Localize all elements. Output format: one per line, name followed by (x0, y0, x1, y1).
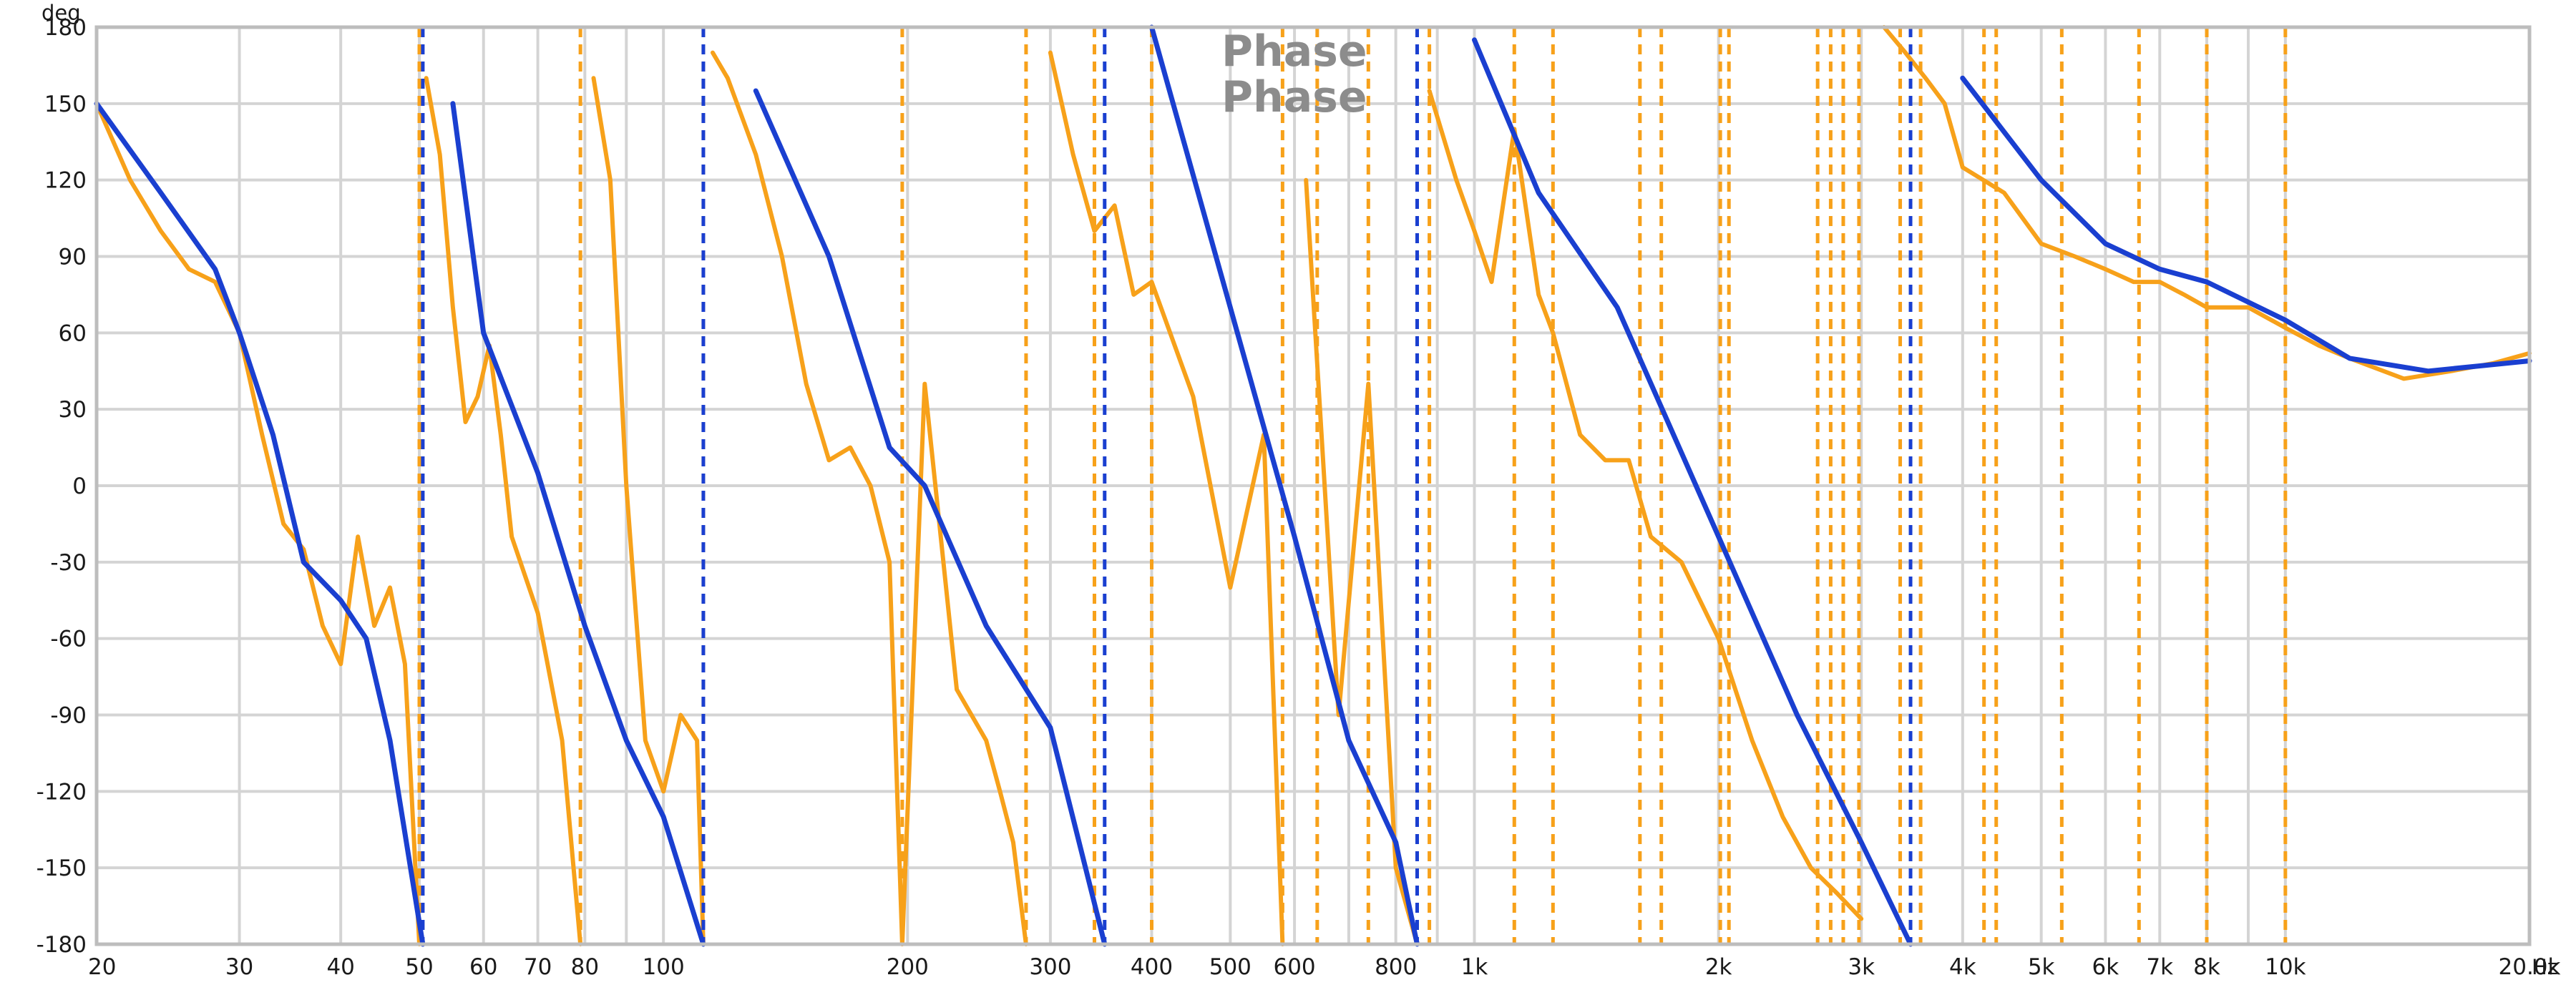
x-tick-label: 800 (1375, 954, 1417, 980)
y-tick-label: -180 (36, 932, 87, 958)
plot-title-repeat: Phase (1221, 72, 1367, 122)
x-tick-label: 10k (2265, 954, 2306, 980)
y-tick-label: 150 (44, 92, 87, 117)
x-tick-label: 80 (571, 954, 599, 980)
x-tick-label: 2k (1705, 954, 1732, 980)
y-tick-label: 30 (59, 397, 87, 423)
y-tick-label: -150 (36, 856, 87, 881)
y-tick-label: 60 (59, 320, 87, 346)
y-tick-labels: 180 150 120 90 60 30 0 -30 -60 -90 -120 -150 -180 (36, 15, 87, 958)
plot-title: Phase (1221, 26, 1367, 77)
x-tick-label: 500 (1209, 954, 1252, 980)
y-tick-label: 90 (59, 245, 87, 270)
x-tick-label: 5k (2028, 954, 2055, 980)
x-tick-label: 70 (524, 954, 552, 980)
y-axis-unit: deg (42, 1, 81, 25)
x-tick-label: 400 (1131, 954, 1173, 980)
x-tick-label: 30 (225, 954, 253, 980)
grid (97, 26, 2529, 946)
x-tick-label: 600 (1273, 954, 1315, 980)
x-tick-label: 300 (1029, 954, 1071, 980)
plot-frame (94, 25, 2532, 946)
x-tick-label: 1k (1461, 954, 1488, 980)
x-tick-label: 6k (2092, 954, 2119, 980)
x-tick-label: 20 (88, 954, 116, 980)
series-smoothed (94, 24, 2532, 947)
x-tick-label: 8k (2193, 954, 2220, 980)
y-tick-label: 120 (44, 168, 87, 194)
y-tick-label: -120 (36, 779, 87, 805)
y-tick-label: 180 (44, 15, 87, 41)
x-tick-label: 200 (887, 954, 929, 980)
x-tick-label: 100 (643, 954, 685, 980)
x-tick-label: 40 (326, 954, 354, 980)
x-tick-label: 7k (2146, 954, 2173, 980)
x-tick-label: 3k (1848, 954, 1875, 980)
x-tick-label: 60 (469, 954, 497, 980)
y-tick-label: 0 (72, 474, 87, 499)
y-tick-label: -60 (50, 627, 87, 652)
x-tick-labels: 20 30 40 50 60 70 80 100 200 300 400 500 600 800 1k 2k 3… (88, 954, 2561, 980)
x-tick-label: 20.0k (2499, 954, 2561, 980)
x-tick-label: 50 (405, 954, 433, 980)
series-line-smoothed (94, 24, 2532, 947)
y-tick-label: -90 (50, 703, 87, 729)
x-axis-unit: Hz (2532, 955, 2558, 979)
x-tick-label: 4k (1949, 954, 1976, 980)
y-tick-label: -30 (50, 550, 87, 576)
